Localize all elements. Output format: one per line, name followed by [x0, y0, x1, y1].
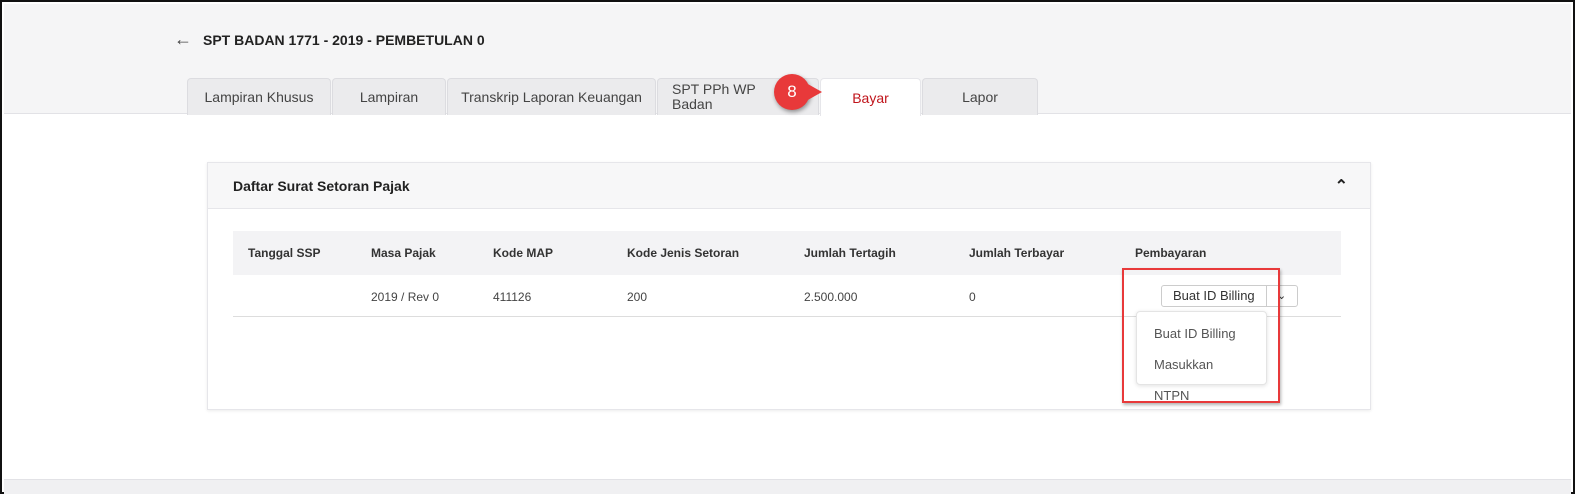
menu-item-buat-id-billing[interactable]: Buat ID Billing — [1154, 326, 1236, 341]
col-header: Tanggal SSP — [248, 246, 321, 260]
payment-dropdown-menu: Buat ID Billing Masukkan NTPN — [1136, 311, 1267, 403]
tab-bayar[interactable]: Bayar — [820, 78, 921, 116]
col-header: Jumlah Tertagih — [804, 246, 896, 260]
buat-id-billing-button[interactable]: Buat ID Billing — [1162, 286, 1267, 306]
col-header: Jumlah Terbayar — [969, 246, 1065, 260]
col-header: Kode MAP — [493, 246, 553, 260]
cell: 2.500.000 — [804, 290, 858, 304]
chevron-up-icon[interactable]: ⌃ — [1334, 178, 1348, 195]
footer-strip — [4, 479, 1571, 494]
back-arrow-icon[interactable]: ← — [174, 29, 192, 49]
tab-lampiran-khusus[interactable]: Lampiran Khusus — [187, 78, 331, 115]
cell: 2019 / Rev 0 — [371, 290, 440, 304]
tab-lampiran[interactable]: Lampiran — [332, 78, 446, 115]
table-header: Tanggal SSP Masa Pajak Kode MAP Kode Jen… — [233, 231, 1341, 275]
cell: 200 — [627, 290, 648, 304]
cell: 411126 — [493, 290, 532, 304]
step-badge: 8 — [774, 74, 822, 110]
col-header: Masa Pajak — [371, 246, 436, 260]
card-header[interactable]: Daftar Surat Setoran Pajak ⌃ — [208, 163, 1370, 209]
cell: 0 — [969, 290, 976, 304]
table-row: 2019 / Rev 0 411126 200 2.500.000 0 Buat… — [233, 275, 1341, 317]
chevron-down-icon[interactable]: ⌄ — [1277, 290, 1287, 302]
card-title: Daftar Surat Setoran Pajak — [233, 177, 410, 194]
col-header: Kode Jenis Setoran — [627, 246, 740, 260]
tab-spt-pph-label: SPT PPh WP Badan — [672, 81, 756, 112]
col-header: Pembayaran — [1135, 246, 1207, 260]
tab-transkrip[interactable]: Transkrip Laporan Keuangan — [447, 78, 656, 115]
menu-item-masukkan-ntpn[interactable]: Masukkan NTPN — [1154, 357, 1214, 403]
page-title: SPT BADAN 1771 - 2019 - PEMBETULAN 0 — [203, 32, 485, 48]
ssp-card: Daftar Surat Setoran Pajak ⌃ Tanggal SSP… — [207, 162, 1371, 410]
payment-split-button: Buat ID Billing ⌄ — [1161, 285, 1298, 307]
highlight-box — [1122, 268, 1280, 403]
tab-lapor[interactable]: Lapor — [922, 78, 1038, 115]
